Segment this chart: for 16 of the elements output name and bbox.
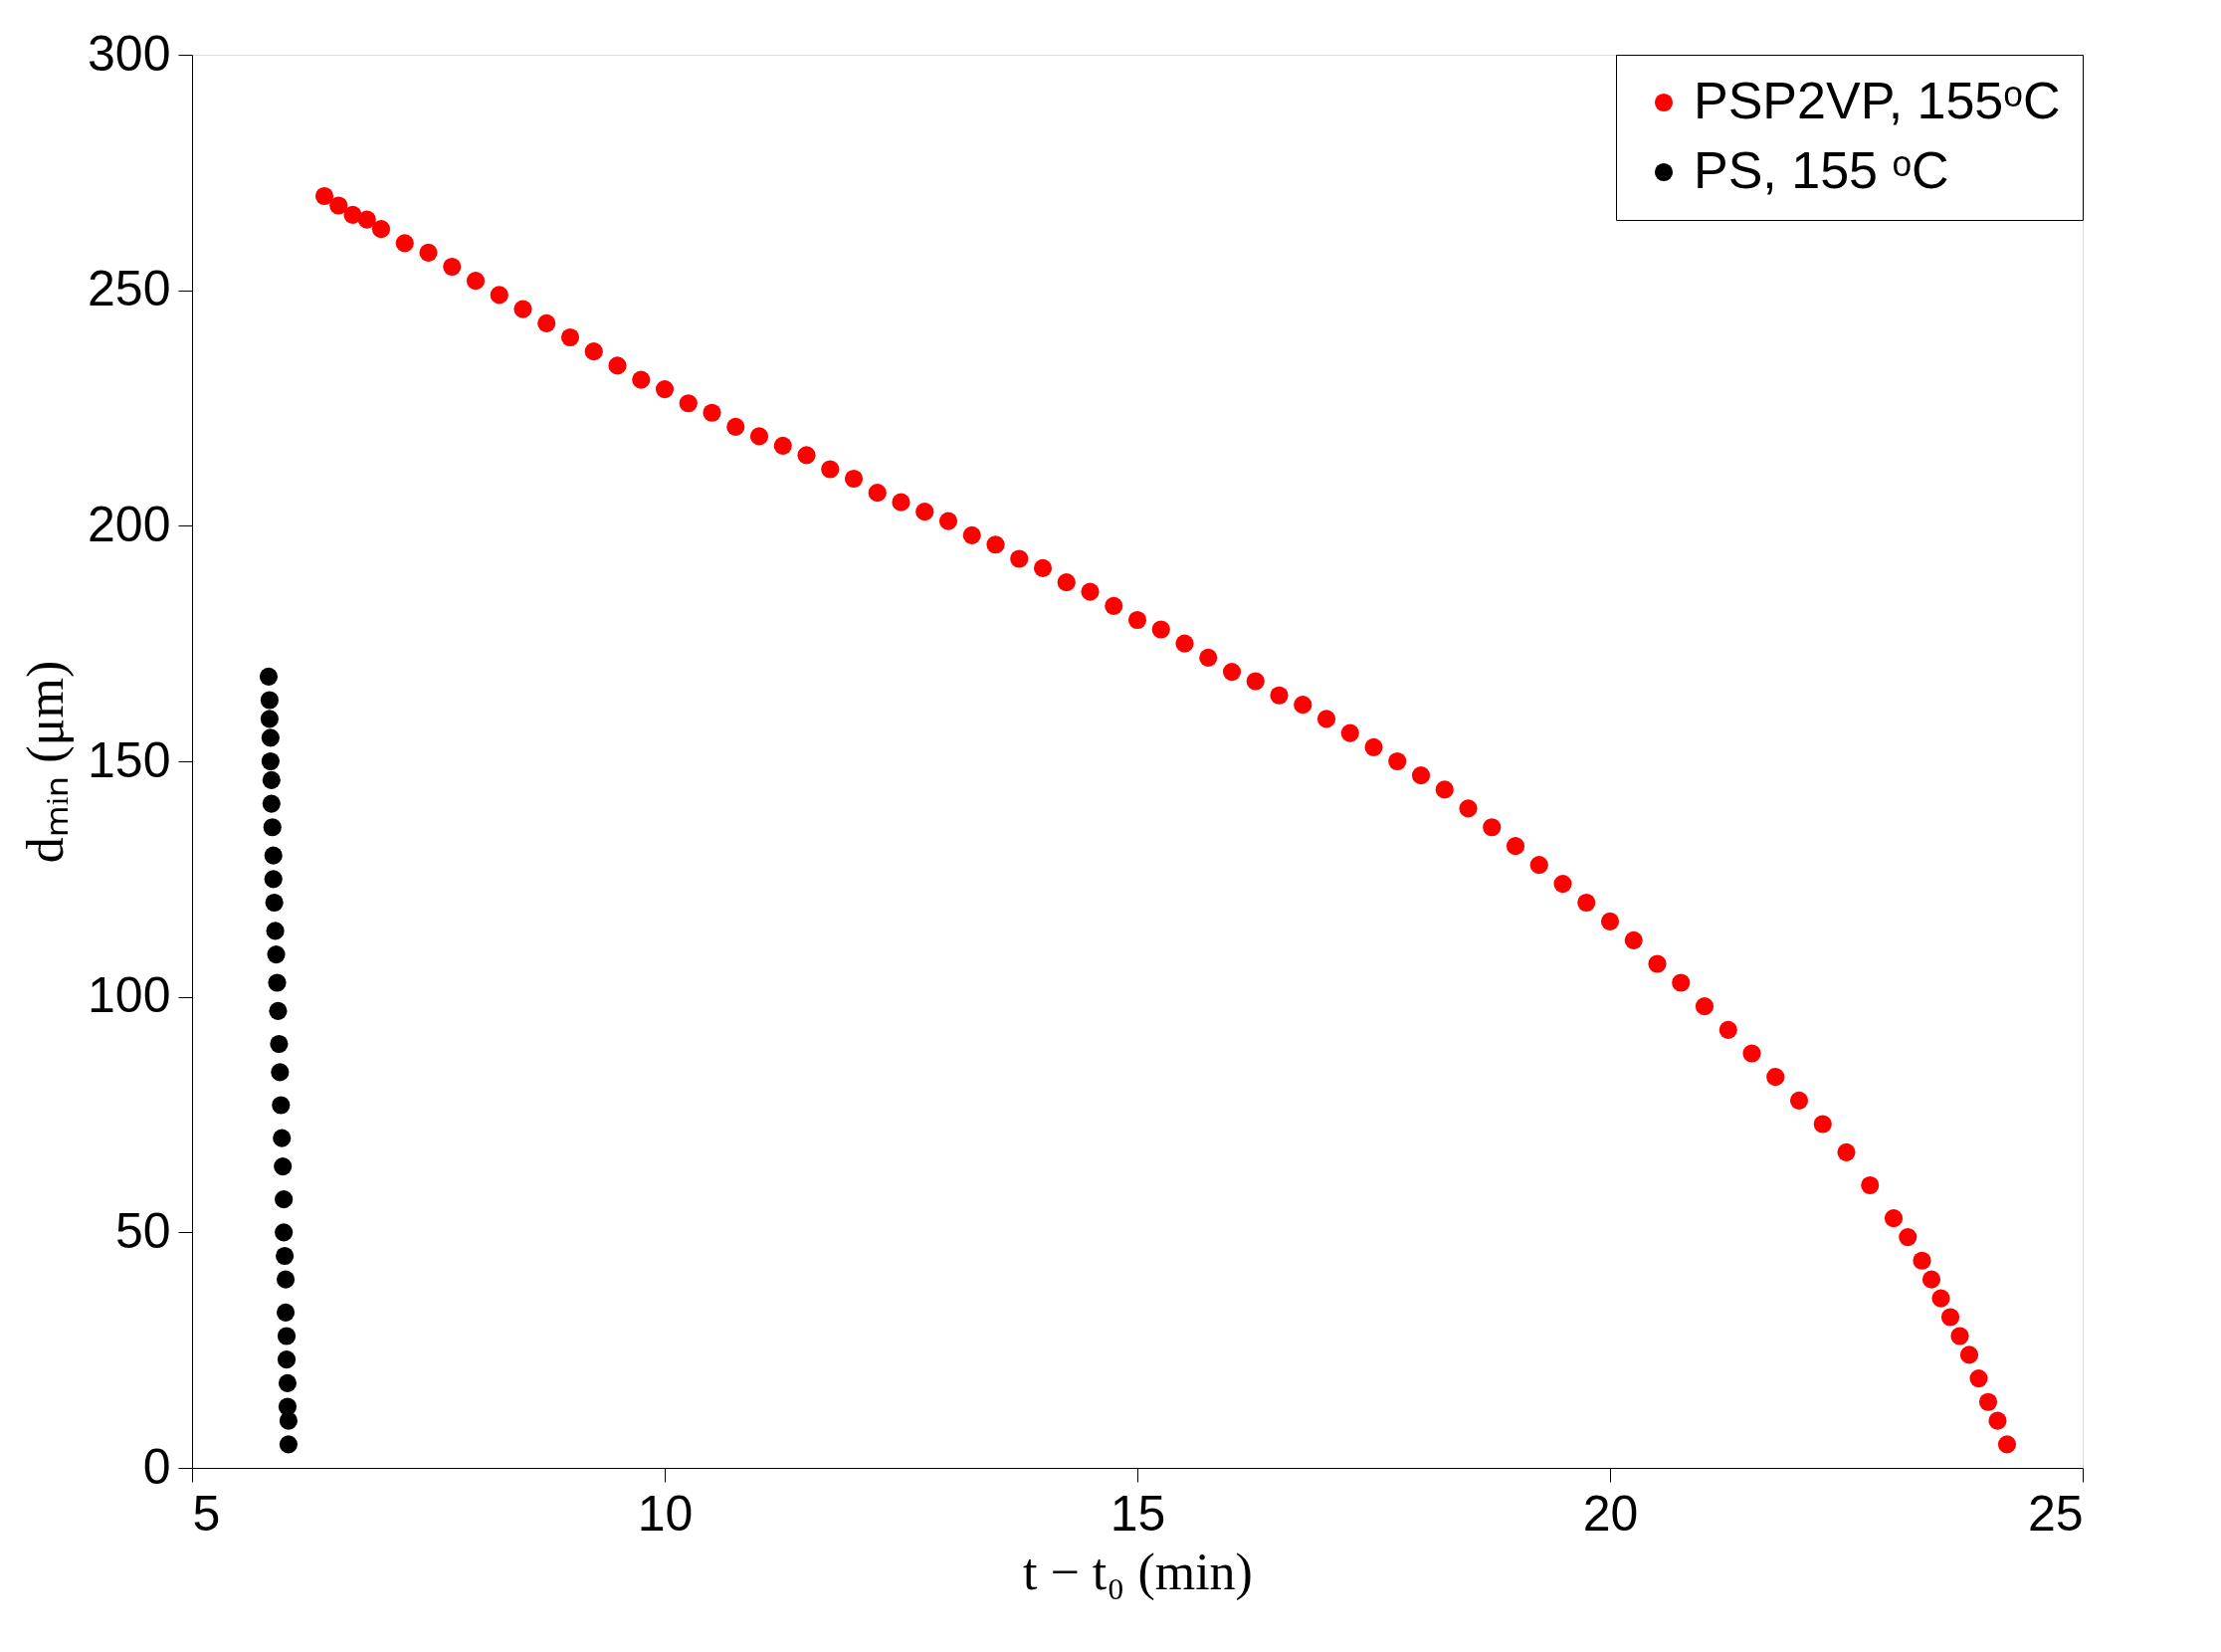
- legend-label: PSP2VP, 155ᵒC: [1694, 72, 2061, 129]
- y-tick-label: 50: [114, 1202, 171, 1259]
- y-tick-label: 200: [88, 496, 171, 552]
- y-tick-label: 150: [88, 731, 171, 788]
- y-tick-label: 0: [142, 1438, 171, 1495]
- x-tick-label: 20: [1582, 1485, 1639, 1542]
- x-tick-label: 15: [1110, 1485, 1166, 1542]
- y-tick-label: 250: [88, 261, 171, 317]
- y-tick-label: 100: [88, 967, 171, 1024]
- x-tick-label: 5: [192, 1485, 221, 1542]
- legend-label: PS, 155 ᵒC: [1694, 141, 1949, 199]
- y-tick-label: 300: [88, 25, 171, 82]
- x-tick-label: 25: [2027, 1485, 2084, 1542]
- x-axis-title: t − t₀ (min): [1023, 1543, 1253, 1601]
- x-tick-label: 10: [637, 1485, 694, 1542]
- y-axis-title: dₘᵢₙ (μm): [17, 660, 76, 864]
